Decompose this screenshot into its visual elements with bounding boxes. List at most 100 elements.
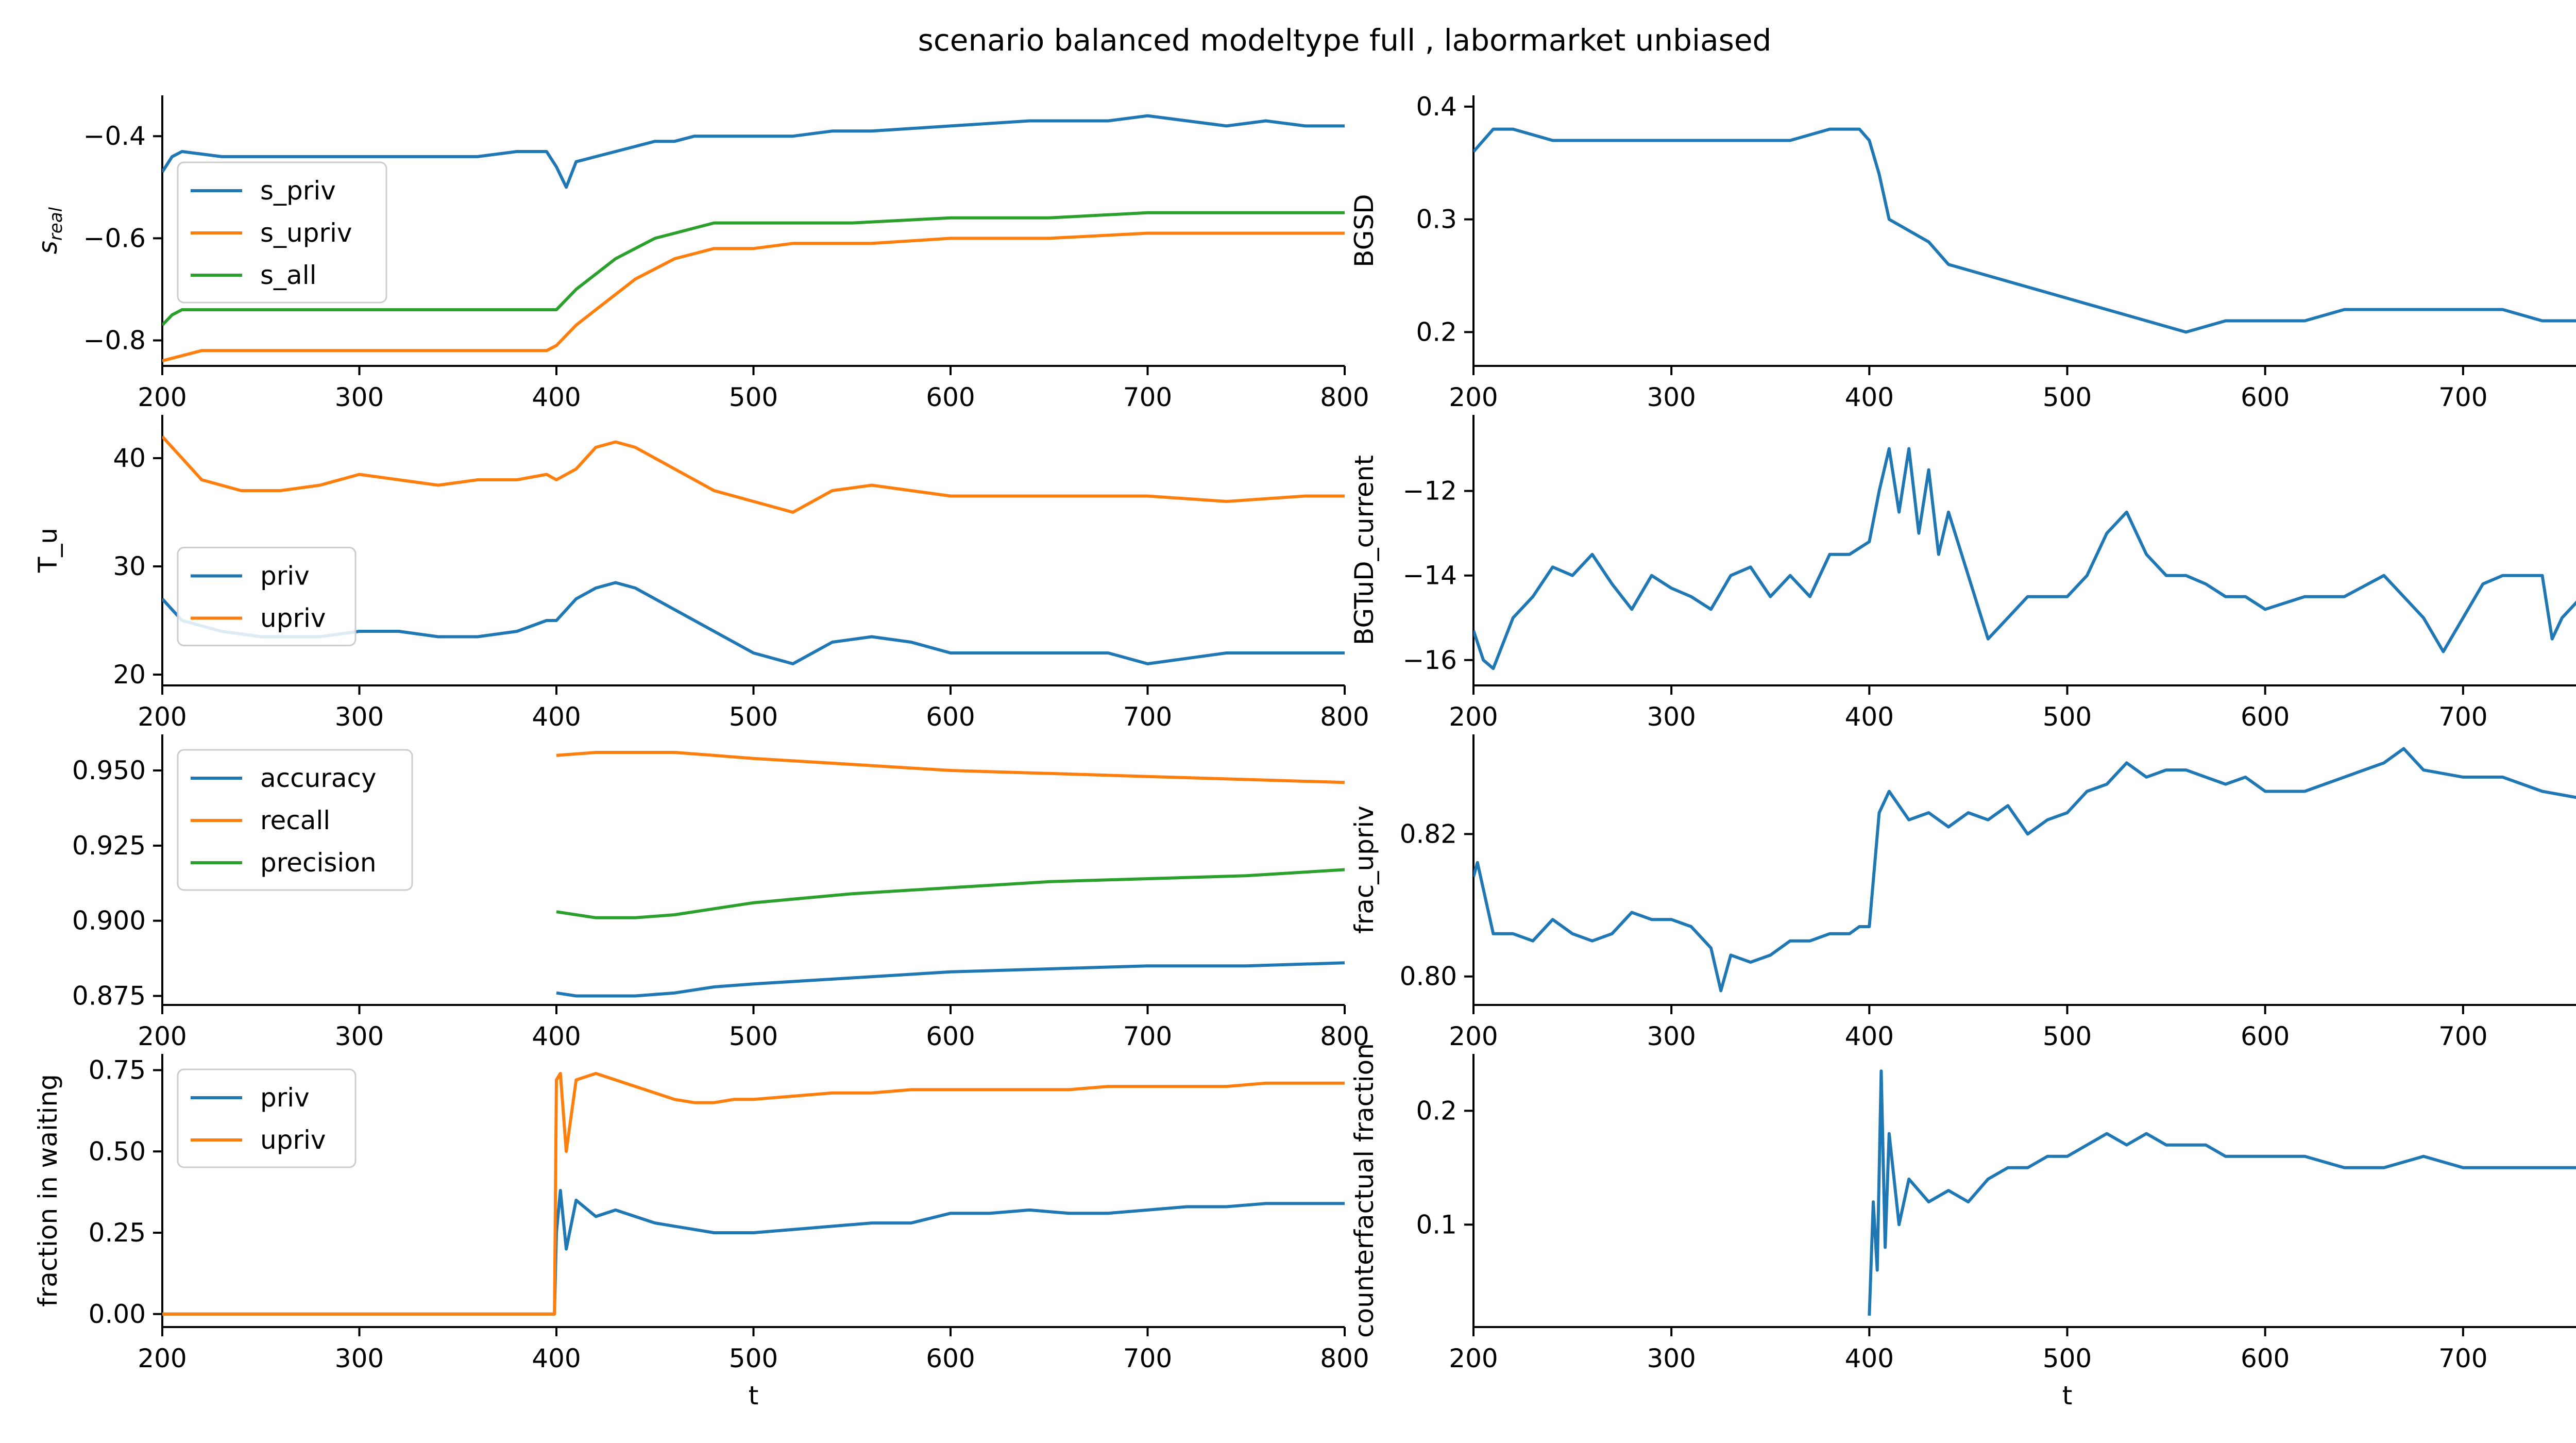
y-tick-label: 0.2 (1416, 1096, 1457, 1126)
series-line-priv (162, 1189, 1345, 1316)
legend-label: accuracy (260, 763, 377, 793)
series-line-s_all (162, 211, 1345, 326)
panel-metrics: 200 300 400 500 600 700 800 0.875 0.900 0.925 0.95… (72, 734, 1369, 1051)
x-tick-label: 400 (1845, 1344, 1894, 1373)
y-tick-label: 30 (113, 551, 146, 581)
legend-box (177, 161, 387, 304)
y-axis-label: BGSD (1349, 194, 1379, 267)
legend-label: s_all (260, 260, 316, 290)
x-tick-label: 500 (729, 1021, 778, 1051)
y-axis-label: counterfactual fraction (1349, 1043, 1379, 1338)
legend-label: s_upriv (260, 218, 352, 248)
x-tick-label: 500 (2043, 382, 2092, 412)
y-tick-label: 0.75 (89, 1055, 146, 1085)
series-line-frac_upriv (1473, 747, 2576, 993)
x-tick-label: 800 (1320, 1021, 1369, 1051)
figure-title: scenario balanced modeltype full , labor… (918, 23, 1772, 58)
panel-counterfactual: 2003004005006007008000.10.2counterfactua… (1349, 1043, 2576, 1411)
x-tick-label: 200 (1449, 1021, 1498, 1051)
x-tick-label: 200 (138, 702, 187, 732)
x-tick-label: 600 (926, 382, 975, 412)
y-tick-label: −14 (1402, 561, 1457, 591)
y-tick-label: 0.80 (1400, 962, 1457, 992)
x-axis-label: t (2062, 1381, 2073, 1411)
y-tick-label: 0.925 (72, 831, 146, 861)
x-tick-label: 200 (1449, 1344, 1498, 1373)
x-tick-label: 300 (335, 1021, 384, 1051)
x-tick-label: 600 (926, 1344, 975, 1373)
x-tick-label: 800 (1320, 702, 1369, 732)
x-tick-label: 500 (2043, 702, 2092, 732)
legend-label: recall (260, 806, 330, 835)
y-tick-label: 0.3 (1416, 205, 1457, 234)
y-tick-label: 40 (113, 443, 146, 473)
series-line-accuracy (556, 961, 1345, 998)
y-axis-label: BGTuD_current (1349, 455, 1379, 645)
x-tick-label: 800 (1320, 1344, 1369, 1373)
x-tick-label: 200 (138, 1344, 187, 1373)
legend-box (177, 749, 413, 891)
x-tick-label: 400 (532, 702, 581, 732)
y-tick-label: 0.50 (89, 1136, 146, 1166)
y-axis-label: fraction in waiting (33, 1074, 63, 1307)
x-tick-label: 600 (926, 1021, 975, 1051)
y-tick-label: 0.950 (72, 756, 146, 785)
x-tick-label: 400 (1845, 1021, 1894, 1051)
series-line-recall (556, 751, 1345, 784)
x-tick-label: 700 (2438, 1021, 2487, 1051)
y-tick-label: 0.900 (72, 906, 146, 936)
x-tick-label: 300 (335, 382, 384, 412)
x-tick-label: 300 (1647, 382, 1696, 412)
x-tick-label: 200 (138, 382, 187, 412)
legend-label: upriv (260, 603, 326, 633)
legend: s_priv s_upriv s_all (177, 161, 387, 304)
series-line-s_upriv (162, 231, 1345, 363)
y-tick-label: −12 (1402, 476, 1457, 506)
x-tick-label: 400 (1845, 702, 1894, 732)
legend-label: priv (260, 1083, 310, 1113)
y-axis-label: sreal (33, 207, 66, 254)
x-tick-label: 600 (2241, 702, 2290, 732)
x-tick-label: 500 (729, 382, 778, 412)
y-tick-label: −0.8 (83, 325, 146, 355)
series-line-s_priv (162, 114, 1345, 189)
legend: priv upriv (177, 1068, 357, 1168)
x-tick-label: 400 (532, 1021, 581, 1051)
x-tick-label: 600 (926, 702, 975, 732)
legend-box (177, 1068, 357, 1168)
x-tick-label: 500 (729, 1344, 778, 1373)
legend-label: upriv (260, 1125, 326, 1155)
y-tick-label: 0.875 (72, 981, 146, 1011)
panel-waiting: 200 300 400 500 600 700 800 0.00 0.25 0.50 0.75 fra… (33, 1054, 1369, 1411)
x-tick-label: 800 (1320, 382, 1369, 412)
x-tick-label: 400 (1845, 382, 1894, 412)
x-tick-label: 300 (1647, 1021, 1696, 1051)
x-tick-label: 700 (2438, 382, 2487, 412)
y-tick-label: 0.2 (1416, 317, 1457, 347)
x-tick-label: 300 (335, 702, 384, 732)
x-tick-label: 500 (2043, 1344, 2092, 1373)
x-tick-label: 600 (2241, 382, 2290, 412)
x-tick-label: 300 (1647, 702, 1696, 732)
panel-s_real: 200 300 400 500 600 700 800 −0.8 −0.6 −0.4 sreal s_… (33, 95, 1369, 412)
legend: accuracy recall precision (177, 749, 413, 891)
x-tick-label: 700 (1123, 1021, 1172, 1051)
x-tick-label: 500 (2043, 1021, 2092, 1051)
y-tick-label: 20 (113, 660, 146, 690)
x-tick-label: 600 (2241, 1021, 2290, 1051)
series-line-priv (162, 581, 1345, 665)
y-tick-label: 0.82 (1400, 819, 1457, 849)
x-tick-label: 700 (1123, 1344, 1172, 1373)
series-line-bgtud (1473, 447, 2576, 670)
legend: priv upriv (177, 547, 357, 646)
legend-label: s_priv (260, 176, 336, 206)
x-tick-label: 200 (1449, 702, 1498, 732)
x-tick-label: 700 (1123, 702, 1172, 732)
legend-label: precision (260, 848, 377, 878)
series-line-bgsd (1473, 127, 2576, 334)
x-tick-label: 700 (1123, 382, 1172, 412)
x-tick-label: 400 (532, 1344, 581, 1373)
